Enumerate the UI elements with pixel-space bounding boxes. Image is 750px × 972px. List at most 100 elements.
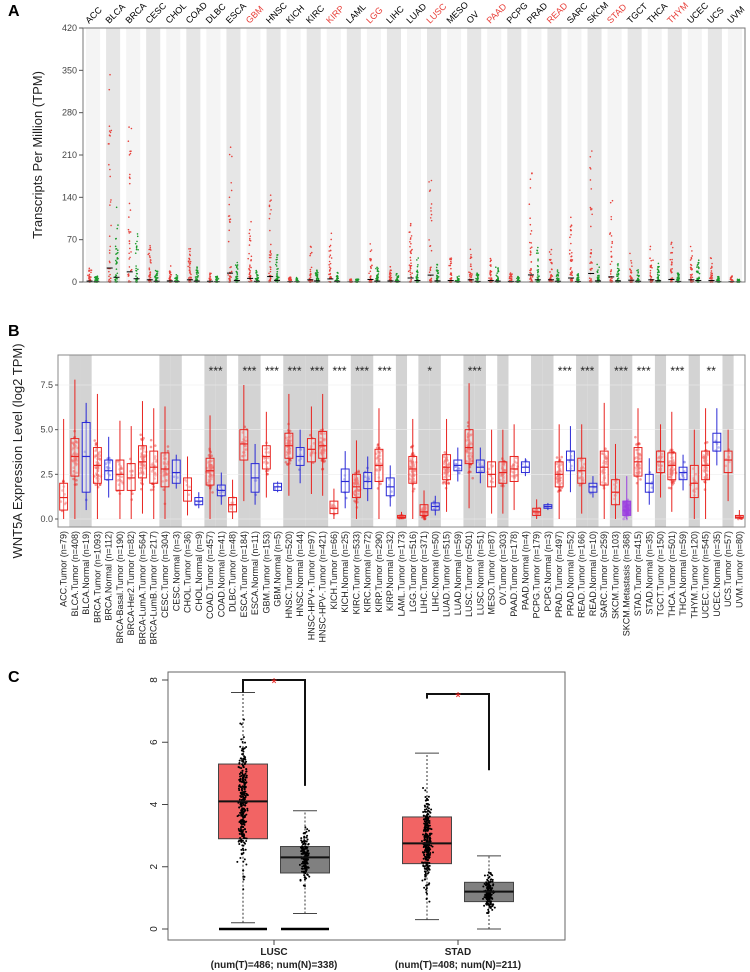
normal-point [698, 266, 700, 269]
tumor-point [149, 256, 151, 259]
tumor-point [230, 270, 233, 273]
normal-point [536, 274, 539, 276]
y-axis-label: WNT5A Expression Level (log2 TPM) [10, 343, 25, 558]
normal-point [536, 276, 539, 279]
tumor-point [589, 252, 592, 255]
tumor-point [550, 253, 552, 256]
tumor-point [109, 273, 111, 276]
cancer-label: HNSC [264, 0, 289, 25]
data-point [243, 788, 246, 791]
tumor-point [570, 216, 572, 219]
tumor-point [227, 240, 230, 243]
cancer-label: SARC [565, 0, 590, 25]
tumor-point [389, 276, 391, 278]
normal-point [557, 275, 560, 277]
normal-point [697, 277, 699, 280]
tumor-point [448, 264, 450, 267]
column-band [395, 355, 408, 527]
normal-point [577, 274, 580, 276]
tumor-point [430, 213, 433, 216]
normal-point [376, 266, 378, 269]
normal-point [517, 276, 520, 279]
data-point [244, 776, 247, 779]
y-tick-label: 6 [149, 739, 160, 745]
tumor-point [309, 268, 312, 271]
normal-point [537, 258, 539, 260]
normal-point [557, 278, 560, 281]
tumor-point [450, 260, 452, 263]
normal-point [154, 275, 157, 278]
normal-point [596, 276, 599, 279]
normal-point [115, 206, 118, 209]
group-label: BRCA-Basal.Tumor (n=190) [115, 531, 125, 643]
tumor-point [248, 232, 251, 235]
normal-point [94, 277, 97, 279]
normal-point [236, 272, 238, 274]
tumor-point [589, 206, 592, 209]
normal-point [416, 276, 419, 279]
data-point [245, 770, 248, 773]
column-band [467, 28, 482, 282]
tumor-point [109, 261, 111, 264]
normal-point [156, 274, 158, 276]
normal-point [236, 261, 239, 264]
normal-point [196, 271, 198, 274]
tumor-point [330, 238, 332, 241]
data-point [245, 837, 248, 840]
normal-point [317, 271, 319, 274]
data-point [240, 802, 243, 805]
normal-point [555, 277, 558, 280]
data-point [244, 842, 247, 845]
tumor-point [109, 168, 111, 171]
significance-stars: *** [265, 364, 279, 378]
group-label: HNSC.Normal (n=44) [295, 531, 305, 617]
normal-point [137, 248, 139, 251]
y-tick-label: 0 [72, 277, 77, 287]
tumor-point [629, 277, 632, 280]
tumor-point [110, 224, 112, 227]
normal-point [456, 277, 459, 279]
tumor-point [407, 270, 410, 273]
normal-point [677, 277, 680, 280]
normal-point [136, 276, 139, 279]
normal-point [538, 275, 540, 277]
group-label: COAD.Normal (n=41) [216, 531, 226, 617]
normal-point [617, 268, 620, 270]
tumor-point [529, 223, 532, 226]
tumor-point [249, 274, 252, 277]
tumor-point [128, 258, 130, 260]
data-point [238, 773, 241, 776]
normal-point [617, 277, 620, 279]
tumor-point [611, 240, 614, 243]
tumor-point [689, 245, 692, 248]
data-point [240, 793, 243, 796]
tumor-point [569, 273, 572, 276]
group-label: THCA.Tumor (n=501) [667, 531, 677, 617]
tumor-point [227, 274, 229, 276]
tumor-point [550, 258, 552, 261]
normal-point [396, 276, 399, 279]
tumor-point [390, 269, 392, 272]
tumor-point [409, 241, 411, 243]
data-point [244, 772, 247, 775]
data-point [578, 483, 582, 487]
normal-point [697, 259, 700, 262]
data-point [238, 829, 241, 832]
column-band [186, 28, 201, 282]
data-point [245, 746, 248, 749]
tumor-point [389, 271, 391, 273]
tumor-point [650, 264, 653, 267]
data-point [239, 777, 242, 780]
column-band [487, 28, 502, 282]
normal-point [616, 275, 619, 278]
box [689, 464, 699, 499]
significance-stars: *** [468, 364, 482, 378]
normal-point [377, 279, 379, 281]
tumor-point [530, 242, 533, 244]
column-band [166, 28, 181, 282]
tumor-point [550, 276, 552, 278]
cancer-label: ESCA [224, 1, 248, 25]
tumor-point [128, 216, 130, 218]
tumor-point [589, 262, 591, 264]
normal-point [316, 270, 318, 273]
